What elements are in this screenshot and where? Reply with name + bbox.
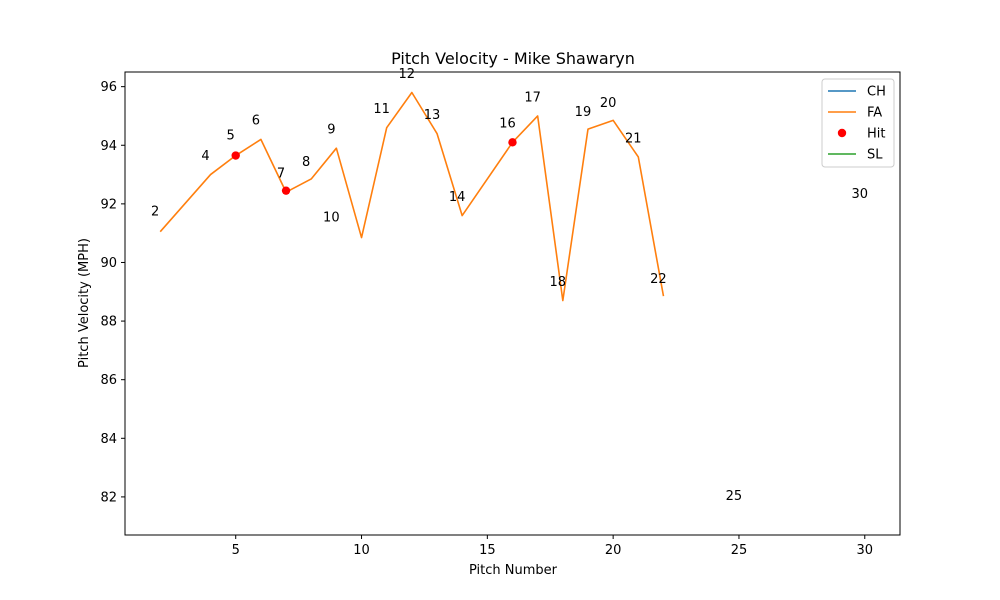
plot-area: 2 4 5 6 7 8 9 10 11 12 13 14 16 17 18 19 20 21 22 25 30 <box>151 67 868 504</box>
pitch-number-label: 4 <box>201 149 209 164</box>
pitch-number-label: 16 <box>499 117 516 132</box>
y-tick-label: 86 <box>100 373 117 388</box>
x-tick-label: 20 <box>605 543 622 558</box>
pitch-number-label: 21 <box>625 131 642 146</box>
pitch-number-label: 25 <box>726 489 743 504</box>
x-tick-label: 10 <box>353 543 370 558</box>
plot-frame <box>124 71 901 536</box>
pitch-number-label: 22 <box>650 272 667 287</box>
y-tick-label: 90 <box>100 256 117 271</box>
y-tick-label: 88 <box>100 315 117 330</box>
pitch-number-label: 20 <box>600 96 617 111</box>
legend-marker-hit <box>837 128 847 138</box>
pitch-number-label: 9 <box>327 123 335 138</box>
x-tick-label: 25 <box>731 543 748 558</box>
y-tick-label: 92 <box>100 197 117 212</box>
pitch-number-label: 19 <box>575 105 592 120</box>
x-tick-label: 30 <box>856 543 873 558</box>
y-tick-label: 84 <box>100 432 117 447</box>
pitch-number-label: 11 <box>373 102 390 117</box>
y-tick-label: 82 <box>100 490 117 505</box>
legend-label-ch: CH <box>867 85 886 100</box>
x-axis: 5 10 15 20 25 30 <box>232 535 873 558</box>
pitch-number-label: 5 <box>227 128 235 143</box>
pitch-number-label: 6 <box>252 114 260 129</box>
hit-point <box>281 186 291 195</box>
legend-label-hit: Hit <box>867 127 885 142</box>
hit-point <box>508 138 517 147</box>
chart-title: Pitch Velocity - Mike Shawaryn <box>391 49 635 68</box>
pitch-number-label: 12 <box>399 67 416 82</box>
y-axis-label: Pitch Velocity (MPH) <box>77 238 92 368</box>
legend-label-sl: SL <box>867 148 883 163</box>
legend-box <box>821 78 895 168</box>
pitch-number-label: 14 <box>449 190 466 205</box>
x-tick-label: 15 <box>479 543 496 558</box>
x-tick-label: 5 <box>232 543 240 558</box>
legend-label-fa: FA <box>867 106 882 121</box>
y-tick-label: 96 <box>100 80 117 95</box>
pitch-number-label: 30 <box>851 187 868 202</box>
y-axis: 82 84 86 88 90 92 94 96 <box>100 80 125 505</box>
legend: CH FA Hit SL <box>821 78 895 168</box>
pitch-number-label: 7 <box>277 166 285 181</box>
pitch-number-label: 8 <box>302 155 310 170</box>
pitch-number-label: 10 <box>323 210 340 225</box>
pitch-number-label: 18 <box>550 275 567 290</box>
series-line-fa <box>159 91 665 302</box>
pitch-number-label: 13 <box>424 108 441 123</box>
x-axis-label: Pitch Number <box>469 563 558 578</box>
y-tick-label: 94 <box>100 139 117 154</box>
pitch-number-label: 2 <box>151 205 159 220</box>
hit-point <box>231 151 240 160</box>
pitch-number-label: 17 <box>524 90 541 105</box>
